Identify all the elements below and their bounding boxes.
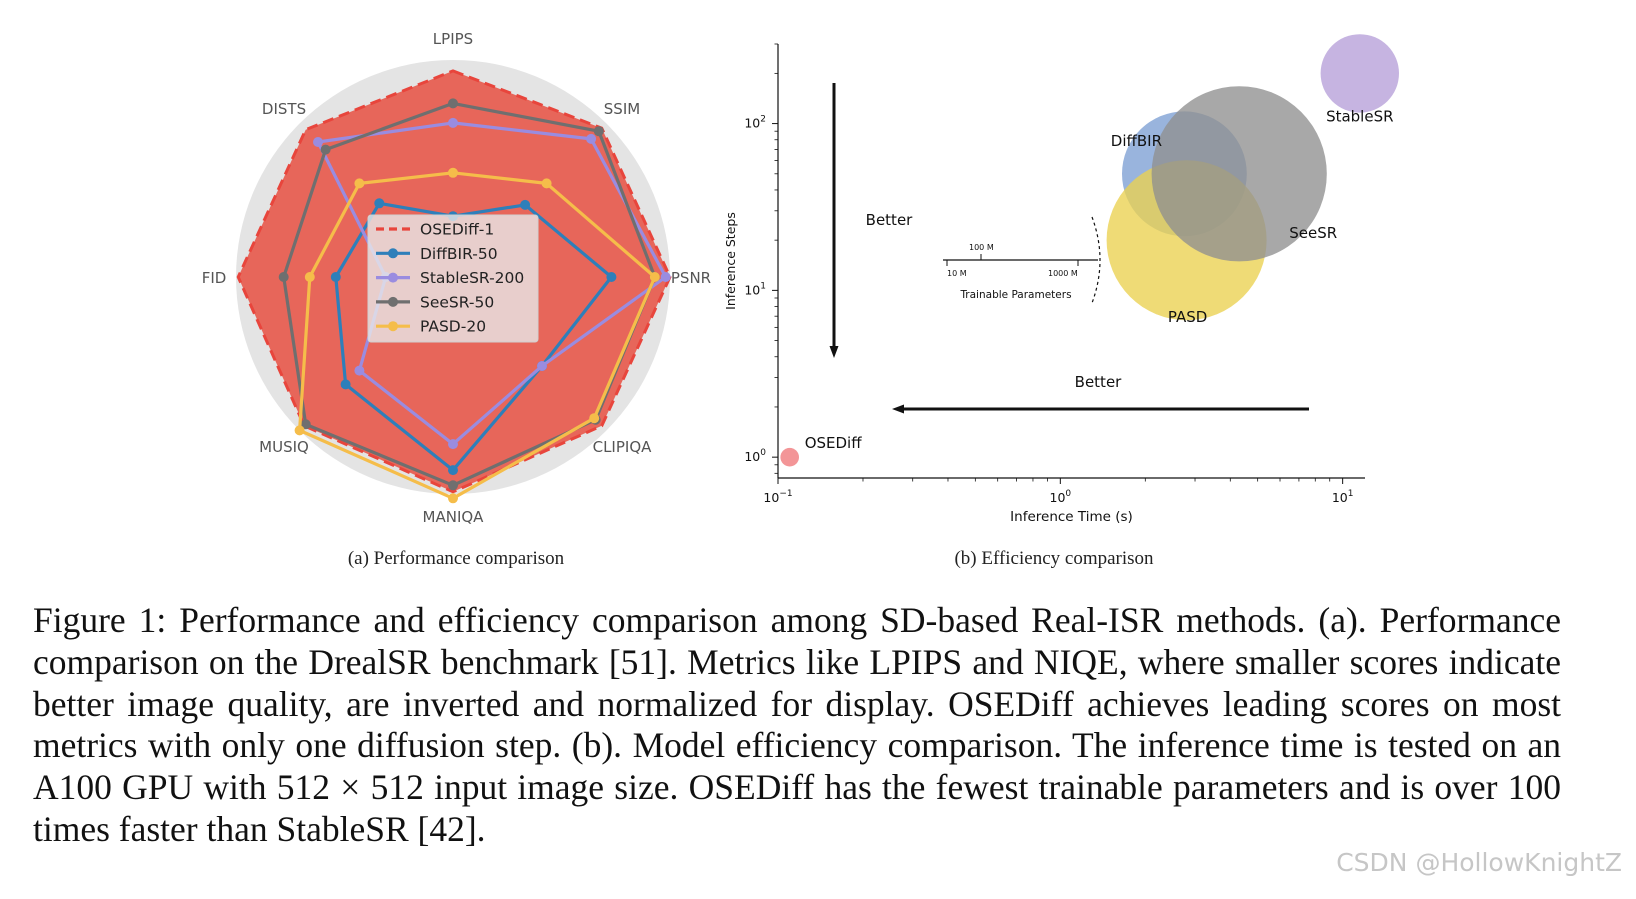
bubble-label-stablesr: StableSR — [1326, 107, 1393, 125]
radar-point-seesr-50-maniqa — [448, 480, 458, 491]
x-tick-label-base-1: 10 — [1050, 490, 1066, 505]
radar-point-pasd-20-dists — [354, 178, 365, 189]
x-axis-label: Inference Time (s) — [1010, 509, 1133, 525]
size-legend: 10 M 100 M 1000 M Trainable Parameters — [943, 216, 1101, 304]
radar-point-pasd-20-clipiqa — [589, 413, 600, 424]
bubble-osediff — [780, 447, 799, 467]
radar-axis-label-musiq: MUSIQ — [259, 438, 309, 456]
bubble-stablesr — [1320, 34, 1400, 113]
figure-caption: Figure 1: Performance and efficiency com… — [33, 600, 1561, 849]
y-tick-label-exp-2: 2 — [760, 115, 766, 125]
better-label-horizontal: Better — [1075, 373, 1123, 391]
radar-legend-label-diffbir-50: DiffBIR-50 — [420, 245, 498, 263]
x-tick-label-2: 101 — [1332, 489, 1354, 505]
y-tick-label-exp-0: 0 — [760, 448, 766, 458]
radar-point-stablesr-200-lpips — [448, 117, 458, 128]
x-tick-label-1: 100 — [1050, 489, 1072, 505]
radar-legend-marker-stablesr-200 — [388, 272, 398, 283]
radar-axis-label-maniqa: MANIQA — [423, 508, 485, 526]
better-arrow-horizontal-head — [892, 404, 904, 414]
radar-point-stablesr-200-clipiqa — [537, 361, 547, 371]
bubble-label-pasd: PASD — [1168, 308, 1207, 326]
y-tick-label-base-1: 10 — [744, 282, 760, 297]
radar-point-pasd-20-psnr — [649, 272, 660, 282]
size-legend-tick-10m: 10 M — [947, 269, 967, 278]
radar-point-seesr-50-musiq — [300, 419, 311, 430]
radar-point-diffbir-50-maniqa — [448, 465, 458, 476]
size-legend-tick-1000m: 1000 M — [1048, 269, 1078, 278]
radar-chart: LPIPS SSIM PSNR CLIPIQA MANIQA MUSIQ FID DISTS O… — [202, 30, 711, 526]
bubble-label-osediff: OSEDiff — [805, 434, 863, 452]
radar-point-pasd-20-lpips — [448, 167, 458, 178]
figure-charts: LPIPS SSIM PSNR CLIPIQA MANIQA MUSIQ FID DISTS O… — [202, 30, 1400, 569]
radar-point-diffbir-50-fid — [330, 272, 341, 282]
y-tick-label-base-0: 10 — [744, 449, 760, 464]
bubble-label-seesr: SeeSR — [1289, 224, 1337, 242]
radar-legend-marker-diffbir-50 — [388, 248, 398, 259]
radar-legend: OSEDiff-1 DiffBIR-50 StableSR-200 SeeSR-50 P… — [367, 214, 539, 343]
radar-point-diffbir-50-musiq — [340, 379, 351, 390]
x-tick-label-0: 10−1 — [763, 489, 792, 505]
bubble-label-diffbir: DiffBIR — [1111, 132, 1162, 150]
better-arrow-vertical-head — [829, 346, 839, 358]
radar-point-diffbir-50-ssim — [520, 199, 531, 210]
radar-legend-marker-pasd-20 — [388, 321, 398, 332]
subcaption-a: (a) Performance comparison — [348, 548, 565, 569]
size-legend-tick-100m: 100 M — [969, 243, 994, 252]
radar-legend-label-seesr-50: SeeSR-50 — [420, 293, 494, 311]
x-tick-label-exp-1: 0 — [1065, 489, 1071, 499]
radar-legend-label-pasd-20: PASD-20 — [420, 318, 486, 336]
y-tick-label-0: 100 — [744, 448, 766, 464]
radar-axis-label-ssim: SSIM — [604, 100, 640, 118]
x-tick-label-base-0: 10 — [763, 490, 779, 505]
better-label-vertical: Better — [866, 211, 914, 229]
x-tick-label-exp-2: 1 — [1348, 489, 1354, 499]
radar-point-diffbir-50-dists — [374, 198, 385, 209]
radar-point-pasd-20-maniqa — [448, 493, 458, 504]
radar-point-seesr-50-fid — [278, 272, 289, 282]
radar-axis-label-dists: DISTS — [262, 100, 306, 118]
x-tick-label-exp-0: −1 — [779, 489, 792, 499]
radar-point-seesr-50-ssim — [593, 126, 604, 137]
radar-axis-label-psnr: PSNR — [671, 269, 711, 287]
y-tick-label-1: 101 — [744, 281, 766, 297]
y-axis-label: Inference Steps — [723, 212, 738, 310]
subcaption-b: (b) Efficiency comparison — [954, 548, 1154, 569]
radar-legend-label-osediff-1: OSEDiff-1 — [420, 221, 494, 239]
radar-legend-box — [367, 214, 539, 343]
radar-point-stablesr-200-ssim — [586, 133, 597, 144]
radar-point-pasd-20-musiq — [294, 425, 305, 436]
size-legend-title: Trainable Parameters — [959, 289, 1071, 301]
y-tick-label-base-2: 10 — [744, 116, 760, 131]
radar-point-stablesr-200-dists — [313, 137, 323, 147]
radar-legend-marker-seesr-50 — [388, 296, 398, 307]
radar-point-seesr-50-dists — [320, 144, 331, 155]
radar-point-stablesr-200-maniqa — [448, 439, 458, 450]
radar-point-stablesr-200-psnr — [660, 272, 671, 282]
radar-axis-label-fid: FID — [202, 269, 227, 287]
x-tick-label-base-2: 10 — [1332, 490, 1348, 505]
y-tick-label-2: 102 — [744, 115, 766, 131]
size-legend-arc — [1091, 216, 1101, 304]
radar-point-seesr-50-lpips — [448, 98, 458, 109]
radar-point-pasd-20-ssim — [541, 178, 552, 189]
bubble-seesr — [1151, 86, 1327, 262]
radar-point-diffbir-50-psnr — [606, 272, 617, 282]
radar-legend-label-stablesr-200: StableSR-200 — [420, 269, 524, 287]
watermark: CSDN @HollowKnightZ — [1336, 848, 1622, 877]
y-tick-label-exp-1: 1 — [760, 281, 766, 291]
radar-axis-label-lpips: LPIPS — [433, 30, 473, 48]
radar-axis-label-clipiqa: CLIPIQA — [593, 438, 653, 456]
radar-point-stablesr-200-musiq — [354, 365, 365, 376]
radar-point-pasd-20-fid — [304, 272, 315, 282]
